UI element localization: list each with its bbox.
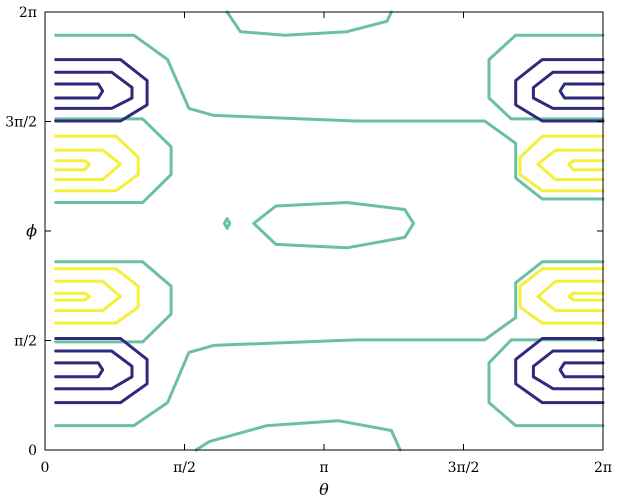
contour-line-dark	[54, 70, 134, 110]
contour-line-bright	[54, 291, 91, 302]
x-axis-ticks: 0 π/2 π 3π/2 2π	[41, 12, 612, 476]
contour-line-dark	[54, 58, 149, 123]
contour-line-bright	[567, 291, 605, 302]
contour-line-mid	[225, 10, 393, 37]
contour-line-bright	[54, 159, 91, 172]
contour-line-dark	[531, 70, 605, 110]
contour-line-dark	[54, 349, 134, 391]
contour-line-mid	[54, 33, 605, 201]
contour-line-mid	[194, 419, 402, 452]
x-tick-label: 0	[41, 460, 50, 476]
contour-line-bright	[54, 279, 122, 313]
contour-line-mid	[487, 33, 605, 121]
contour-line-bright	[54, 148, 122, 181]
x-tick-label: 2π	[594, 460, 612, 476]
contour-line-bright	[518, 134, 605, 193]
y-axis-ticks: 0 π/2 ϕ 3π/2 2π	[5, 5, 603, 459]
contour-line-mid	[222, 217, 232, 230]
contour-line-dark	[558, 361, 605, 379]
contour-line-dark	[54, 337, 149, 405]
contour-line-bright	[54, 267, 140, 325]
contour-lines	[54, 10, 605, 452]
y-tick-label: 0	[28, 443, 37, 459]
contour-line-dark	[514, 337, 605, 405]
contour-line-mid	[54, 260, 605, 428]
contour-line-mid	[252, 201, 416, 250]
contour-line-bright	[54, 134, 140, 193]
contour-line-dark	[514, 58, 605, 123]
contour-line-bright	[536, 279, 605, 313]
contour-line-mid	[487, 338, 605, 428]
contour-line-bright	[518, 267, 605, 325]
contour-line-bright	[536, 148, 605, 181]
x-axis-label: θ	[319, 480, 329, 498]
y-axis-label: ϕ	[26, 221, 37, 240]
contour-line-dark	[531, 349, 605, 391]
y-tick-label: 2π	[19, 5, 37, 21]
x-tick-label: 3π/2	[448, 460, 480, 476]
contour-line-bright	[567, 159, 605, 172]
x-tick-label: π	[319, 460, 328, 476]
contour-line-dark	[558, 82, 605, 100]
contour-line-mid	[54, 117, 173, 204]
contour-line-dark	[54, 82, 105, 100]
contour-line-mid	[54, 260, 173, 344]
y-tick-label: 3π/2	[5, 115, 37, 131]
y-tick-label: π/2	[14, 334, 37, 350]
contour-line-dark	[54, 361, 105, 379]
x-tick-label: π/2	[173, 460, 196, 476]
